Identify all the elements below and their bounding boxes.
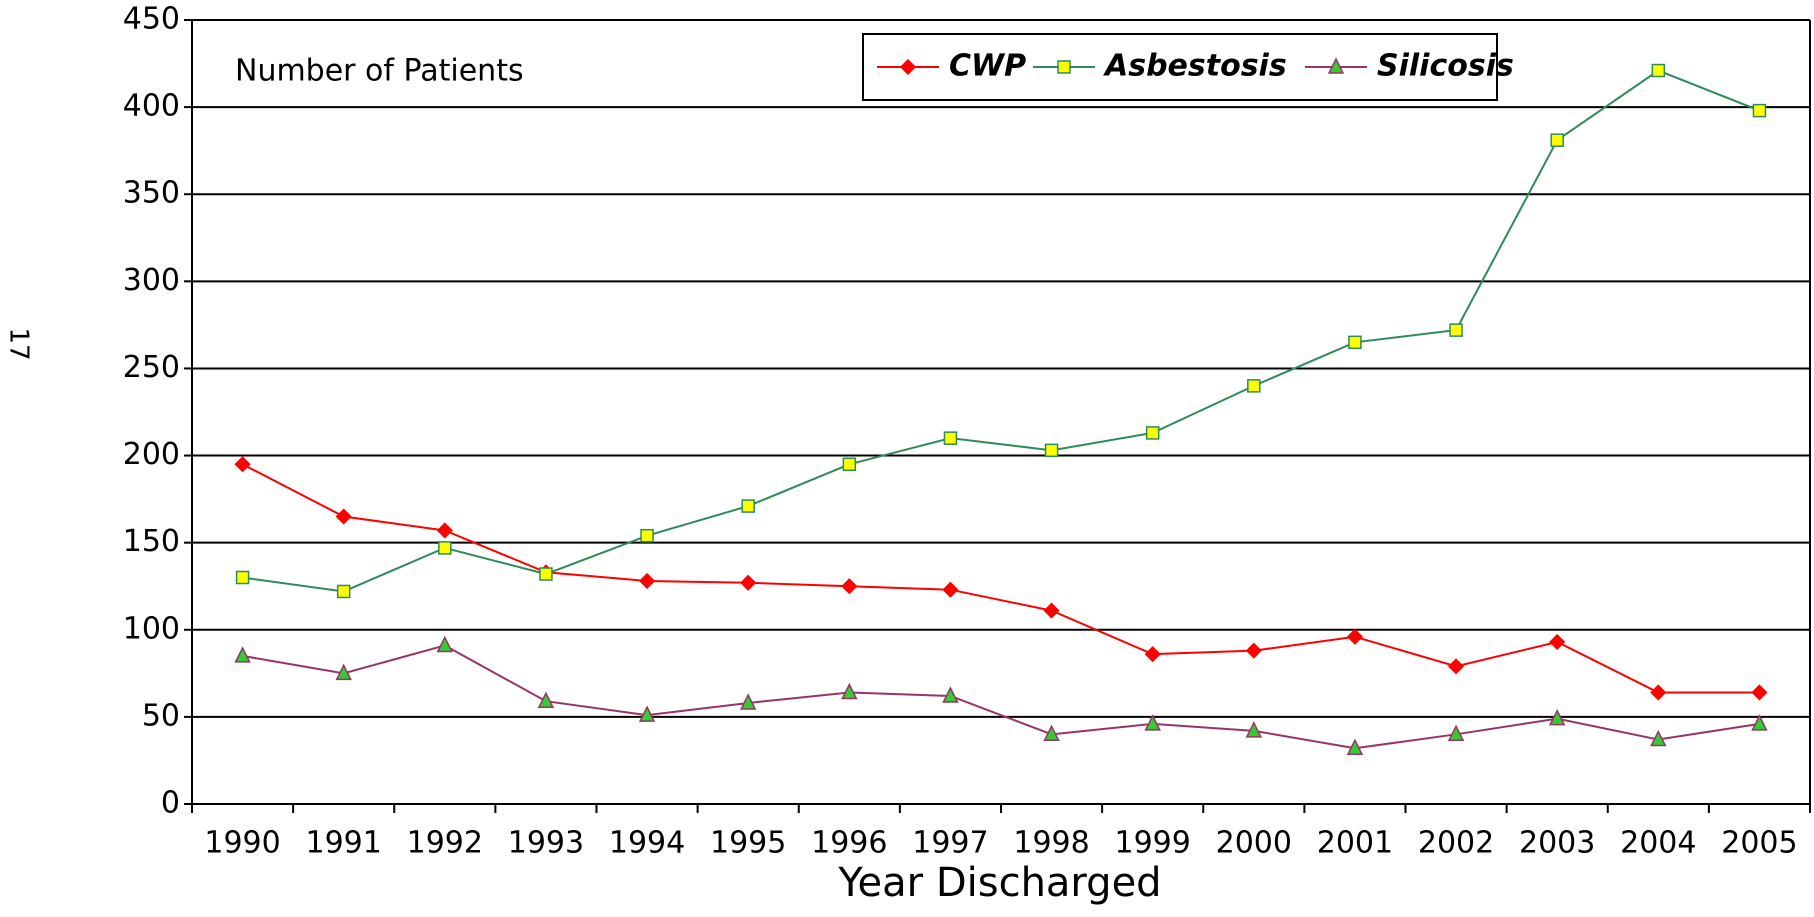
marker [1346, 628, 1363, 645]
series-line [242, 463, 1760, 694]
marker [942, 686, 959, 703]
marker [235, 570, 250, 585]
x-tick-label: 1996 [811, 826, 887, 861]
marker [234, 646, 251, 663]
x-tick-label: 2000 [1216, 826, 1292, 861]
marker [1447, 724, 1465, 742]
x-tick-label: 1997 [912, 826, 988, 861]
marker [1548, 708, 1566, 726]
legend-label: Silicosis [1377, 49, 1514, 84]
x-tick-label: 1990 [204, 826, 280, 861]
marker [899, 58, 917, 76]
marker [942, 581, 959, 598]
marker [1327, 57, 1345, 74]
legend-box [862, 33, 1498, 101]
x-tick-label: 2003 [1519, 826, 1595, 861]
marker [1650, 684, 1667, 701]
marker [1751, 714, 1768, 731]
marker [1348, 335, 1362, 350]
marker [1057, 60, 1071, 74]
annotation: Number of Patients [235, 54, 524, 89]
marker [335, 663, 352, 681]
x-tick-label: 1999 [1115, 826, 1191, 861]
marker [1651, 63, 1666, 78]
legend-label: CWP [949, 49, 1026, 84]
x-tick-label: 1992 [407, 826, 483, 861]
marker [842, 457, 857, 472]
x-axis-label: Year Discharged [837, 860, 1161, 906]
y-tick-label: 450 [123, 2, 180, 37]
marker [739, 693, 757, 710]
marker [436, 635, 454, 653]
marker [1346, 738, 1364, 755]
y-tick-label: 400 [123, 89, 180, 124]
x-tick-label: 1993 [508, 826, 584, 861]
marker [1043, 724, 1060, 742]
marker [1245, 642, 1262, 659]
x-tick-label: 1995 [710, 826, 786, 861]
marker [1144, 646, 1161, 663]
marker [1044, 443, 1059, 458]
x-tick-label: 2005 [1721, 826, 1797, 861]
marker [741, 499, 755, 513]
marker [841, 682, 858, 700]
marker [639, 572, 656, 590]
x-tick-label: 1991 [306, 826, 382, 861]
marker [841, 578, 858, 595]
marker [1144, 714, 1161, 731]
marker [1751, 684, 1768, 701]
y-tick-label: 150 [123, 524, 180, 559]
marker [1448, 658, 1465, 675]
marker [1245, 721, 1263, 738]
y-tick-label: 350 [123, 176, 180, 211]
y-tick-label: 200 [123, 437, 180, 472]
marker [1550, 133, 1564, 147]
legend-label: Asbestosis [1103, 49, 1287, 84]
x-tick-label: 1998 [1013, 826, 1089, 861]
y-tick-label: 100 [123, 611, 180, 646]
y-tick-label: 50 [142, 698, 180, 733]
page-number: 17 [4, 327, 34, 360]
marker [638, 705, 656, 722]
x-tick-label: 2002 [1418, 826, 1494, 861]
x-tick-label: 1994 [609, 826, 685, 861]
marker [335, 508, 352, 525]
marker [1247, 379, 1261, 393]
marker [438, 541, 452, 555]
marker [436, 522, 453, 539]
marker [1650, 729, 1667, 747]
y-tick-label: 250 [123, 350, 180, 385]
marker [1549, 633, 1566, 651]
marker [943, 431, 958, 445]
x-tick-label: 2004 [1620, 826, 1696, 861]
x-tick-label: 2001 [1317, 826, 1393, 861]
y-tick-label: 300 [123, 263, 180, 298]
marker [740, 574, 757, 591]
series-line [242, 644, 1760, 750]
marker [640, 528, 654, 543]
marker [537, 691, 555, 708]
marker [1449, 323, 1463, 337]
marker [1752, 103, 1767, 118]
series-line [242, 69, 1760, 593]
marker [1145, 426, 1160, 440]
marker [336, 584, 351, 599]
marker [234, 456, 251, 473]
y-tick-label: 0 [161, 786, 180, 821]
marker [1043, 602, 1060, 619]
marker [539, 567, 553, 581]
